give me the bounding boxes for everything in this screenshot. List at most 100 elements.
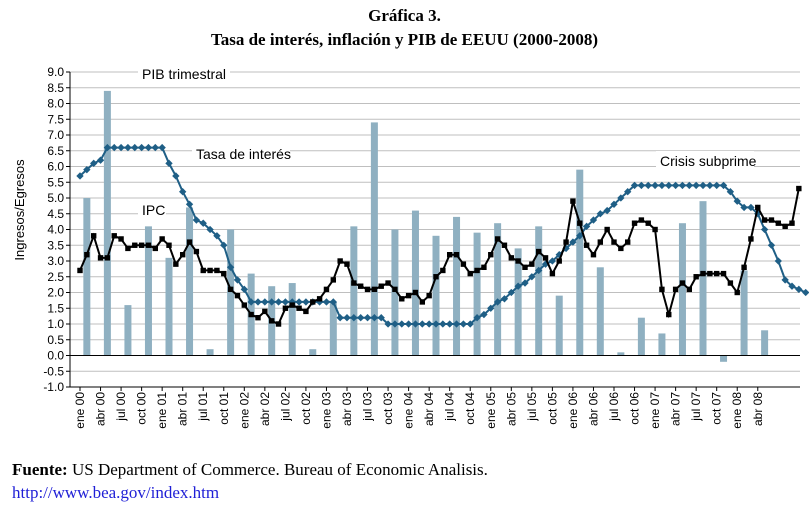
rate-point <box>350 314 358 322</box>
ipc-point <box>707 270 713 277</box>
ipc-point <box>323 286 330 293</box>
ipc-point <box>501 242 508 248</box>
gdp-bar <box>309 349 317 356</box>
gdp-bar <box>453 216 461 356</box>
ipc-point <box>227 286 234 293</box>
rate-point <box>425 320 433 328</box>
rate-point <box>363 314 372 322</box>
annotation-ipc: IPC <box>142 202 165 218</box>
rate-point <box>446 320 454 328</box>
rate-point <box>240 285 248 294</box>
rate-point <box>268 298 276 306</box>
rate-point <box>384 320 392 328</box>
rate-point <box>151 143 159 152</box>
gdp-bar <box>103 90 111 356</box>
chart-subtitle: Tasa de interés, inflación y PIB de EEUU… <box>210 30 599 49</box>
ipc-point <box>535 248 542 255</box>
ipc-point <box>761 217 768 223</box>
x-tick-label: oct 00 <box>135 392 149 425</box>
ipc-point <box>618 245 624 252</box>
gdp-bar <box>144 226 152 356</box>
rate-point <box>213 232 221 240</box>
ipc-point <box>357 283 364 289</box>
source-link[interactable]: http://www.bea.gov/index.htm <box>12 483 220 502</box>
x-tick-labels: ene 00 abr 00 jul 00 oct 00 ene 01 abr 01 jul … <box>73 392 765 429</box>
x-tick-label: ene 06 <box>566 392 580 429</box>
ipc-point <box>289 302 295 308</box>
annotation-crisis: Crisis subprime <box>660 153 757 169</box>
ipc-point <box>152 245 159 252</box>
x-tick-label: abr 00 <box>94 392 108 426</box>
gdp-bar <box>473 232 481 356</box>
x-tick-label: oct 07 <box>710 392 724 425</box>
gdp-bar <box>678 223 686 356</box>
ipc-point <box>488 252 494 258</box>
ipc-series <box>77 185 802 327</box>
x-tick-label: ene 04 <box>402 392 416 429</box>
rate-point <box>432 320 440 328</box>
rate-point <box>548 257 557 265</box>
rate-point <box>781 276 789 284</box>
annotation-bg <box>656 151 754 169</box>
y-tick-label: -1.0 <box>43 380 64 394</box>
ipc-point <box>138 242 145 248</box>
rate-point <box>398 320 406 328</box>
rate-point <box>233 276 242 284</box>
rate-point <box>254 298 262 306</box>
gdp-bar <box>617 352 625 356</box>
rate-point <box>500 295 509 303</box>
gdp-bar <box>494 223 502 356</box>
gdp-bar <box>761 330 769 356</box>
rate-point <box>274 298 283 306</box>
ipc-point <box>583 242 590 248</box>
rate-point <box>521 279 529 287</box>
y-tick-label: 4.0 <box>47 223 64 237</box>
rate-point <box>760 225 769 234</box>
rate-point <box>569 238 577 246</box>
x-tick-label: jul 01 <box>196 392 210 422</box>
y-tick-label: -0.5 <box>43 364 64 378</box>
gdp-bar <box>637 317 645 356</box>
rate-point <box>582 222 591 231</box>
ipc-point <box>193 248 200 255</box>
ipc-point <box>111 233 117 239</box>
rate-point <box>404 320 413 328</box>
rate-point <box>452 320 461 328</box>
rate-point <box>665 181 673 190</box>
ipc-point <box>755 204 761 211</box>
ipc-point <box>570 198 576 204</box>
source-url[interactable]: http://www.bea.gov/index.htm <box>12 483 219 503</box>
x-tick-label: oct 04 <box>463 392 477 425</box>
ipc-point <box>316 296 323 302</box>
rate-point <box>96 156 105 164</box>
ipc-point <box>132 242 138 248</box>
ipc-point <box>344 261 350 267</box>
ipc-point <box>426 292 432 299</box>
ipc-point <box>371 286 378 293</box>
ipc-point <box>481 264 487 270</box>
ipc-point <box>474 267 480 274</box>
ipc-point <box>166 242 172 248</box>
rate-point <box>637 181 646 190</box>
ipc-point <box>549 270 556 277</box>
x-tick-label: jul 05 <box>525 392 539 422</box>
ipc-point <box>310 299 316 305</box>
ipc-point <box>399 296 405 302</box>
ipc-point <box>200 267 206 274</box>
gdp-bars <box>83 90 769 362</box>
rate-point <box>158 143 166 152</box>
ipc-point <box>529 261 535 267</box>
ipc-point <box>748 236 754 242</box>
ipc-point <box>611 239 617 245</box>
x-tick-label: jul 00 <box>114 392 128 422</box>
gdp-bar <box>124 305 132 356</box>
ipc-point <box>330 277 337 283</box>
ipc-point <box>97 255 104 261</box>
y-tick-label: 1.0 <box>47 317 64 331</box>
ipc-point <box>419 299 426 305</box>
ipc-point <box>796 185 802 192</box>
ipc-point <box>659 286 665 293</box>
rate-point <box>411 320 420 328</box>
x-tick-label: abr 02 <box>258 392 272 426</box>
annotation-gdp: PIB trimestral <box>142 66 226 82</box>
